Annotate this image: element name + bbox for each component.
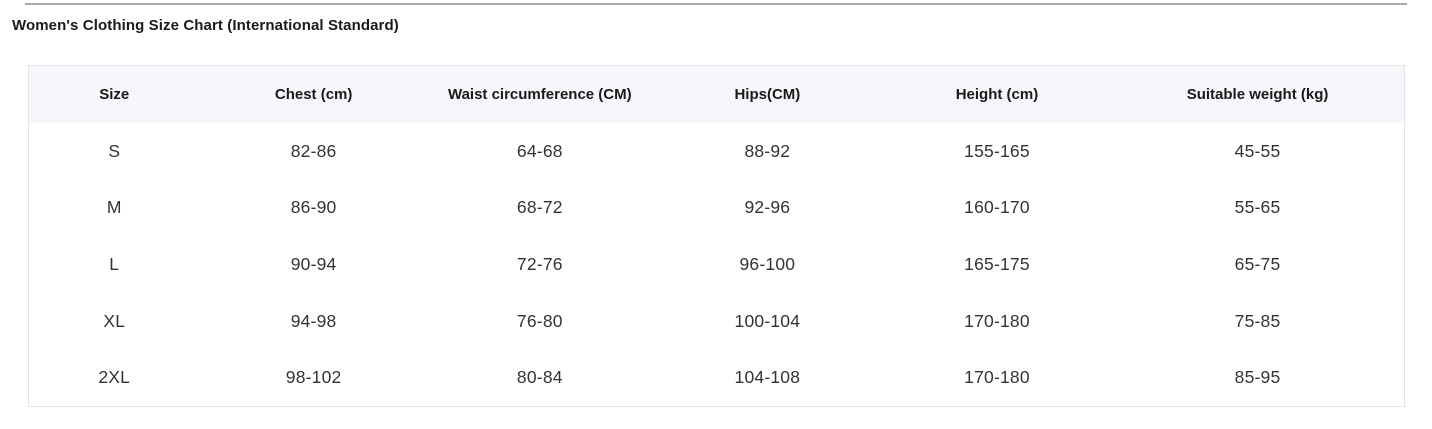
table-cell: 160-170 [964, 197, 1030, 218]
table-cell: 68-72 [516, 197, 563, 218]
table-row: 2XL 98-102 80-84 104-108 170-180 85-95 [29, 349, 1404, 406]
table-cell: 85-95 [1234, 367, 1281, 388]
table-cell: 76-80 [516, 310, 563, 331]
column-header-suitable-weight-kg: Suitable weight (kg) [1186, 86, 1329, 103]
table-cell: 72-76 [516, 253, 563, 274]
size-cell: M [106, 197, 122, 218]
table-cell: 92-96 [744, 197, 791, 218]
table-cell: 94-98 [290, 310, 337, 331]
page-title: Women's Clothing Size Chart (Internation… [12, 17, 399, 34]
size-cell: XL [103, 310, 126, 331]
table-cell: 75-85 [1234, 310, 1281, 331]
size-cell: S [108, 140, 121, 161]
column-header-size: Size [99, 86, 130, 103]
column-header-height-cm: Height (cm) [955, 86, 1039, 103]
table-cell: 100-104 [734, 310, 801, 331]
table-cell: 165-175 [964, 253, 1030, 274]
table-cell: 155-165 [964, 140, 1030, 161]
table-row: XL 94-98 76-80 100-104 170-180 75-85 [29, 292, 1404, 350]
size-chart-grid: Size Chest (cm) Waist circumference (CM) Hi… [29, 66, 1404, 406]
size-chart-table: Size Chest (cm) Waist circumference (CM) Hi… [28, 65, 1405, 407]
table-cell: 88-92 [744, 140, 791, 161]
table-cell: 96-100 [739, 253, 796, 274]
table-row: M 86-90 68-72 92-96 160-170 55-65 [29, 179, 1404, 237]
table-cell: 65-75 [1234, 253, 1281, 274]
column-header-hips-cm: Hips(CM) [734, 86, 801, 103]
size-cell: L [109, 253, 120, 274]
table-cell: 45-55 [1234, 140, 1281, 161]
table-row: S 82-86 64-68 88-92 155-165 45-55 [29, 123, 1404, 180]
table-cell: 170-180 [964, 310, 1030, 331]
table-cell: 64-68 [516, 140, 563, 161]
table-cell: 90-94 [290, 253, 337, 274]
table-cell: 82-86 [290, 140, 337, 161]
table-cell: 104-108 [734, 367, 801, 388]
table-row: L 90-94 72-76 96-100 165-175 65-75 [29, 236, 1404, 293]
table-cell: 86-90 [290, 197, 337, 218]
column-header-chest-cm: Chest (cm) [274, 86, 353, 103]
table-cell: 170-180 [964, 367, 1030, 388]
size-cell: 2XL [98, 367, 131, 388]
table-cell: 98-102 [285, 367, 342, 388]
top-divider [25, 3, 1407, 5]
column-header-waist-circumference-cm: Waist circumference (CM) [447, 86, 632, 103]
table-cell: 55-65 [1234, 197, 1281, 218]
table-cell: 80-84 [516, 367, 563, 388]
table-header-row: Size Chest (cm) Waist circumference (CM) Hi… [29, 66, 1404, 123]
